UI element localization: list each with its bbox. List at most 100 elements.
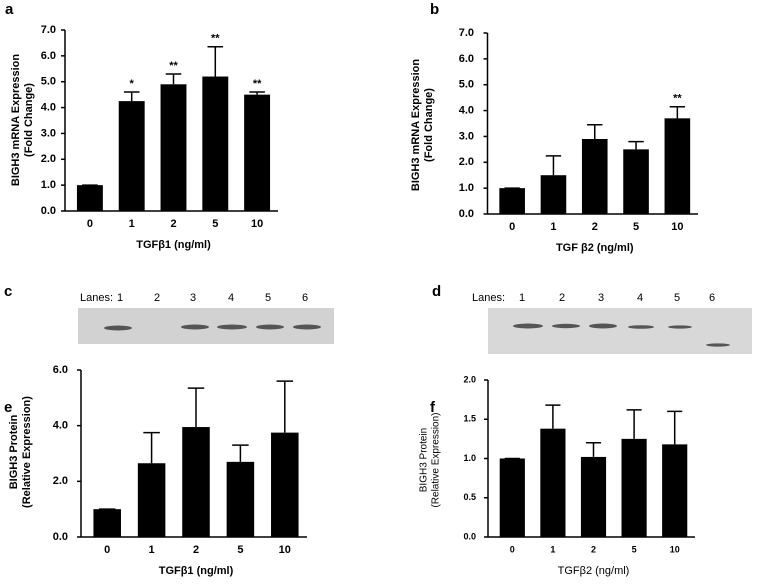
- error-bar: [669, 105, 686, 119]
- y-tick-label: 0.0: [459, 208, 474, 220]
- blot-bands: [513, 323, 730, 347]
- bar: [664, 118, 691, 214]
- lane-label: 4: [637, 292, 643, 304]
- y-tick-label: 7.0: [459, 27, 474, 39]
- x-axis-title: TGFβ1 (ng/ml): [136, 239, 211, 251]
- x-tick-label: 5: [633, 221, 639, 233]
- x-tick-label: 0: [104, 544, 110, 556]
- y-tick-label: 1.5: [463, 414, 476, 424]
- lane-label: 4: [228, 292, 234, 304]
- bar: [93, 509, 121, 537]
- y-axis-title: BIGH3 Protein: [8, 414, 20, 489]
- lanes-label: Lanes:: [80, 292, 113, 304]
- y-axis-title: (Relative Expression): [21, 396, 33, 508]
- y-tick-label: 2.0: [459, 156, 474, 168]
- y-tick-label: 6.0: [53, 364, 68, 376]
- x-tick-label: 0: [87, 218, 93, 230]
- lane-label: 1: [519, 292, 525, 304]
- y-axis-title: BIGH3 mRNA Expression: [410, 59, 422, 192]
- error-bar: [143, 431, 160, 464]
- bar: [540, 428, 566, 537]
- x-tick-label: 2: [193, 544, 199, 556]
- panel-letter: b: [430, 1, 439, 18]
- x-tick-label: 10: [251, 218, 263, 230]
- y-tick-label: 2.0: [41, 153, 56, 165]
- error-bar: [207, 46, 224, 77]
- x-tick-label: 2: [592, 221, 598, 233]
- y-tick-label: 1.0: [41, 179, 56, 191]
- lane-label: 5: [674, 292, 680, 304]
- lane-label: 2: [154, 292, 160, 304]
- x-tick-label: 1: [550, 544, 555, 554]
- y-axis-title: BIGH3 Protein: [419, 428, 430, 492]
- bar: [662, 444, 688, 537]
- y-tick-label: 0.0: [41, 205, 56, 217]
- error-bar: [123, 91, 140, 102]
- y-tick-label: 7.0: [41, 24, 56, 36]
- y-tick-label: 6.0: [459, 53, 474, 65]
- error-bar: [187, 387, 205, 428]
- x-tick-label: 5: [237, 544, 243, 556]
- y-tick-label: 2.0: [53, 475, 68, 487]
- x-tick-label: 10: [671, 221, 683, 233]
- lane-label: 6: [302, 292, 308, 304]
- bar: [271, 432, 299, 537]
- error-bar: [585, 442, 602, 457]
- y-tick-label: 4.0: [53, 420, 68, 432]
- lane-label: 2: [559, 292, 565, 304]
- bar: [182, 427, 210, 537]
- x-tick-label: 2: [591, 544, 596, 554]
- significance-label: **: [169, 60, 178, 72]
- significance-label: **: [253, 78, 262, 90]
- error-bar: [626, 409, 642, 439]
- blot-image: [488, 308, 752, 354]
- y-tick-label: 0.0: [53, 531, 68, 543]
- y-tick-label: 6.0: [41, 50, 56, 62]
- x-tick-label: 0: [509, 221, 515, 233]
- x-tick-label: 2: [170, 218, 176, 230]
- y-tick-label: 4.0: [459, 104, 474, 116]
- y-tick-label: 3.0: [41, 127, 56, 139]
- bar: [118, 101, 145, 211]
- significance-label: **: [673, 93, 682, 105]
- x-tick-label: 5: [632, 544, 637, 554]
- y-tick-label: 0.5: [463, 492, 476, 502]
- x-tick-label: 1: [129, 218, 135, 230]
- bar: [580, 456, 607, 537]
- bar: [226, 461, 255, 537]
- bar: [160, 84, 187, 211]
- bar: [540, 175, 567, 214]
- error-bar: [232, 444, 249, 462]
- significance-label: *: [130, 78, 135, 90]
- x-tick-label: 0: [510, 544, 515, 554]
- y-tick-label: 5.0: [459, 79, 474, 91]
- error-bar: [249, 91, 265, 95]
- error-bar: [165, 73, 182, 85]
- bar: [202, 76, 229, 212]
- x-axis-title: TGF β2 (ng/ml): [556, 242, 634, 254]
- lane-label: 3: [190, 292, 196, 304]
- lane-label: 1: [117, 292, 123, 304]
- lanes-label: Lanes:: [472, 292, 505, 304]
- y-axis-title: (Fold Change): [23, 83, 35, 157]
- x-axis-title: TGFβ2 (ng/ml): [558, 565, 630, 577]
- y-tick-label: 5.0: [41, 76, 56, 88]
- bar: [499, 458, 525, 537]
- lane-label: 6: [709, 292, 715, 304]
- error-bar: [587, 124, 603, 140]
- lane-label: 5: [265, 292, 271, 304]
- bar: [623, 149, 649, 214]
- error-bar: [545, 155, 562, 176]
- error-bar: [628, 140, 644, 150]
- x-axis-title: TGFβ1 (ng/ml): [159, 565, 234, 577]
- bar: [244, 94, 271, 211]
- error-bar: [667, 410, 683, 445]
- bar: [137, 463, 166, 537]
- y-axis-title: BIGH3 mRNA Expression: [10, 54, 22, 187]
- panel-letter: d: [432, 283, 441, 300]
- panel-letter: f: [430, 399, 436, 416]
- error-bar: [545, 404, 561, 429]
- y-tick-label: 2.0: [463, 374, 476, 384]
- x-tick-label: 10: [279, 544, 291, 556]
